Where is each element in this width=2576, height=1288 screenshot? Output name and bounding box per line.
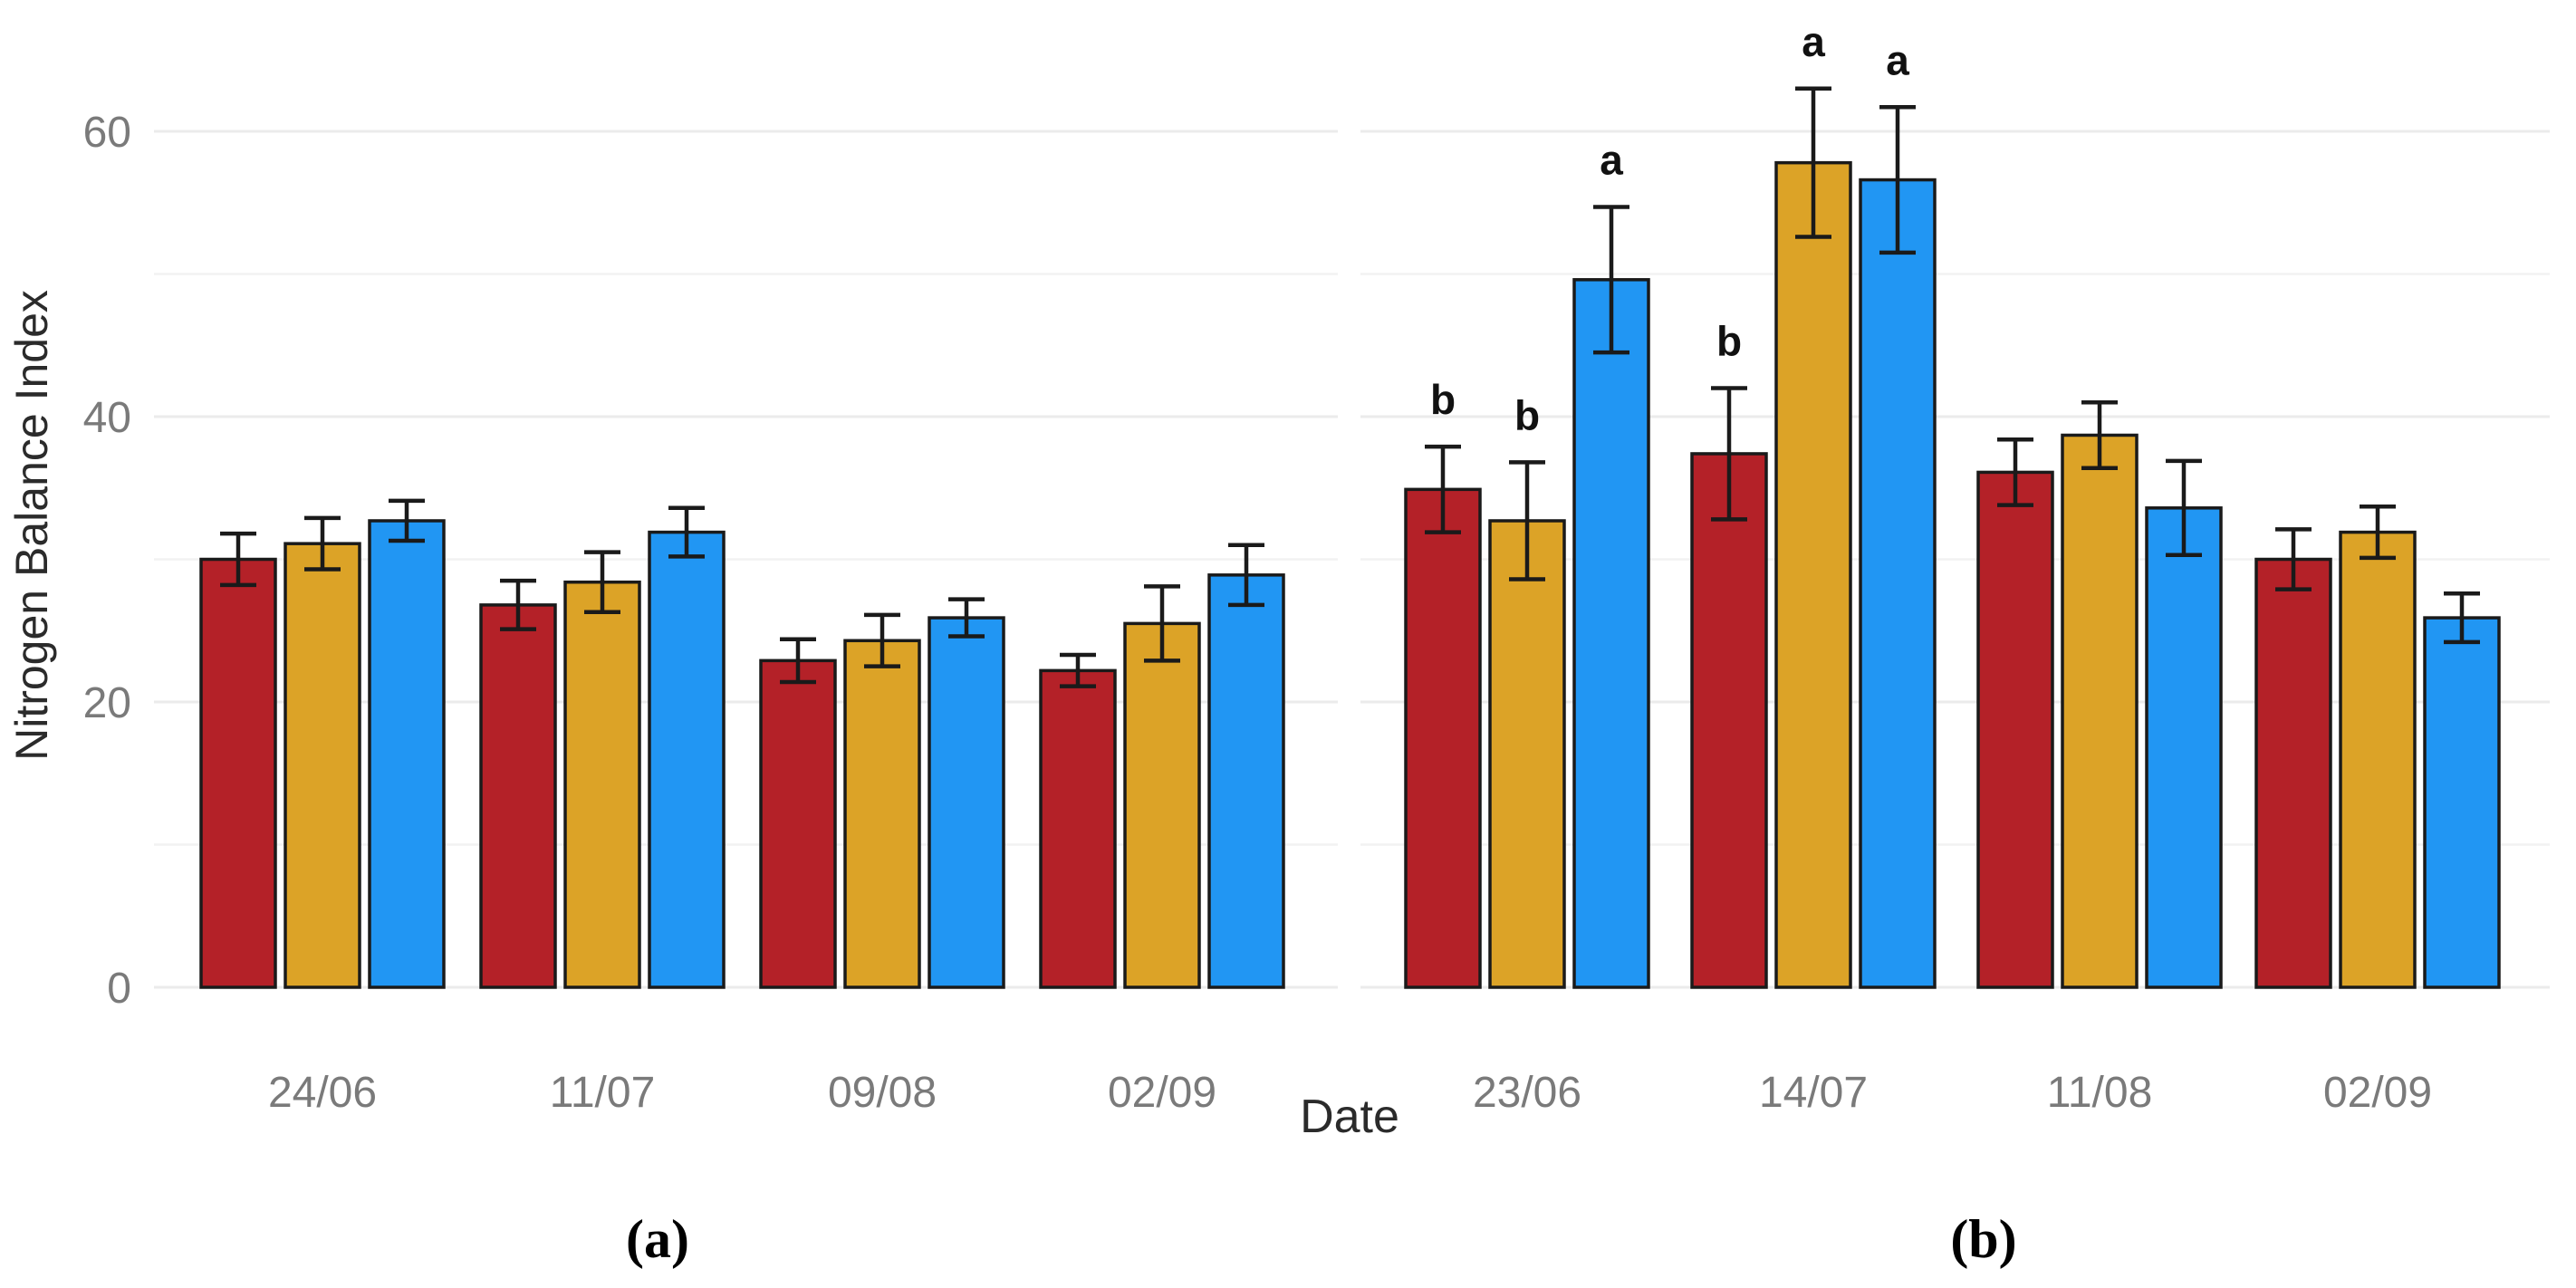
y-tick-label: 0	[107, 965, 131, 1013]
x-axis-title: Date	[1300, 1091, 1399, 1143]
bar-red	[2254, 557, 2332, 989]
bar-gold	[563, 580, 641, 989]
x-tick-label: 23/06	[1473, 1069, 1581, 1117]
bar-gold	[1774, 160, 1852, 989]
y-axis-title: Nitrogen Balance Index	[6, 290, 57, 761]
x-tick-label: 14/07	[1759, 1069, 1868, 1117]
significance-letter: b	[1716, 318, 1742, 365]
bar-gold	[2061, 433, 2139, 989]
bar-red	[479, 603, 557, 989]
bar-blue	[1859, 178, 1937, 989]
chart-panels: 0 20 40 60 24/06 11/07 09/08 02/09 23/06 b b a 14/07…	[83, 18, 2550, 1117]
bar-blue	[648, 530, 726, 989]
panel-b-caption: (b)	[1950, 1209, 2016, 1269]
bar-gold	[1488, 519, 1566, 989]
y-tick-label: 40	[83, 394, 131, 442]
bar-blue	[928, 616, 1005, 989]
bar-gold	[284, 542, 361, 989]
significance-letter: a	[1802, 18, 1825, 65]
bar-red	[759, 658, 837, 989]
y-tick-label: 20	[83, 679, 131, 727]
bar-blue	[2145, 506, 2223, 989]
significance-letter: b	[1430, 376, 1456, 423]
x-tick-label: 11/07	[550, 1069, 656, 1117]
panel-a-caption: (a)	[626, 1209, 689, 1269]
bar-gold	[2339, 530, 2417, 989]
bar-red	[1039, 668, 1117, 989]
bar-blue	[2423, 616, 2501, 989]
x-tick-label: 02/09	[2323, 1069, 2432, 1117]
bar-gold	[843, 639, 921, 989]
significance-letter: a	[1600, 137, 1623, 184]
bar-red	[199, 557, 277, 989]
bar-red	[1690, 452, 1768, 989]
x-tick-label: 02/09	[1108, 1069, 1216, 1117]
x-tick-label: 09/08	[828, 1069, 937, 1117]
x-tick-label: 11/08	[2047, 1069, 2153, 1117]
bar-blue	[1207, 573, 1285, 989]
bar-gold	[1123, 621, 1201, 989]
x-tick-label: 24/06	[268, 1069, 377, 1117]
bar-blue	[1572, 278, 1650, 989]
significance-letter: a	[1886, 36, 1909, 83]
significance-letter: b	[1514, 392, 1540, 439]
bar-red	[1404, 487, 1482, 989]
bar-red	[1976, 470, 2054, 989]
y-tick-label: 60	[83, 109, 131, 157]
bar-blue	[368, 519, 446, 989]
